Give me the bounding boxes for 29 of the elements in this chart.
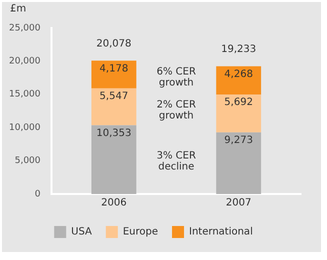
text: 10,353 xyxy=(96,128,132,139)
annotation: 2% CER growth xyxy=(156,99,196,122)
text: 5,547 xyxy=(100,91,128,102)
y-tick-label: 15,000 xyxy=(8,90,41,100)
y-axis-title: £m xyxy=(10,4,26,15)
legend-label: USA xyxy=(71,226,92,238)
bar xyxy=(216,66,262,95)
y-tick-label: 20,000 xyxy=(8,56,41,67)
x-tick-label: 2007 xyxy=(226,198,252,209)
legend-label: International xyxy=(189,226,253,238)
total-label: 19,233 xyxy=(221,44,256,55)
bar xyxy=(216,94,262,132)
x-tick-label: 2006 xyxy=(101,198,127,209)
legend-label: Europe xyxy=(122,226,158,238)
text: 4,178 xyxy=(100,63,128,74)
bar xyxy=(216,132,262,194)
y-tick-label: 10,000 xyxy=(8,122,41,133)
y-tick-label: 25,000 xyxy=(8,23,41,34)
annotation: 3% CER decline xyxy=(156,150,196,173)
text: 9,273 xyxy=(224,135,253,146)
text: 5,692 xyxy=(224,97,253,108)
bar xyxy=(91,60,136,88)
total-label: 20,078 xyxy=(96,38,132,50)
annotation: 6% CER growth xyxy=(156,66,196,89)
text: 4,268 xyxy=(224,68,253,80)
y-tick-label: 0 xyxy=(34,189,41,200)
y-tick-label: 5,000 xyxy=(14,156,41,166)
bar xyxy=(91,125,136,194)
bar xyxy=(91,88,136,126)
